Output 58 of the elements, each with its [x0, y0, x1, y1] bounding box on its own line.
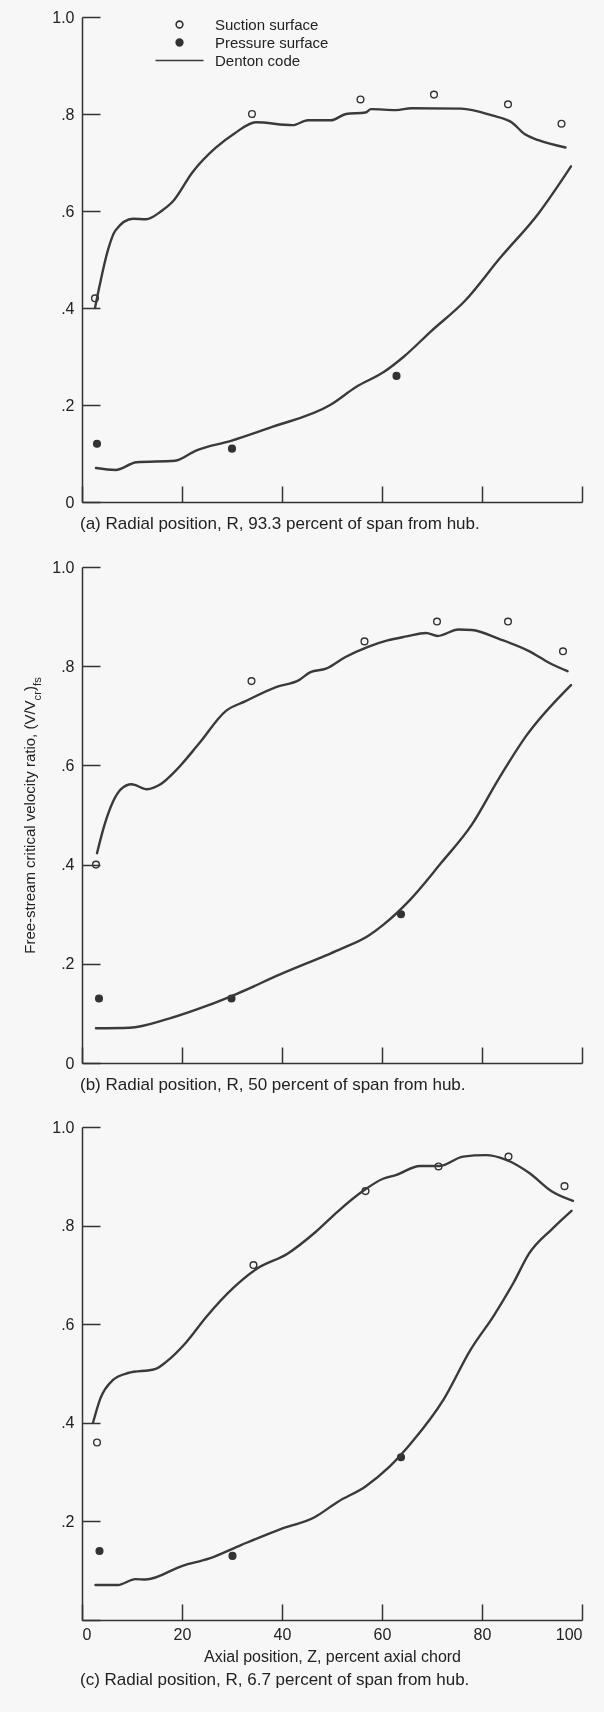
- y-tick-label: .4: [61, 856, 75, 874]
- x-tick-label: 80: [473, 1625, 492, 1643]
- point: [557, 119, 566, 128]
- point: [361, 1187, 370, 1196]
- y-tick-label: 0: [65, 493, 75, 511]
- y-tick-label: .8: [61, 1217, 75, 1235]
- point: [558, 647, 568, 656]
- y-tick-label: .6: [61, 756, 75, 774]
- x-tick-label: 100: [555, 1625, 583, 1643]
- point: [392, 371, 401, 380]
- point: [429, 90, 439, 99]
- point: [228, 1551, 237, 1560]
- point: [396, 910, 406, 919]
- x-tick-label: 40: [273, 1625, 292, 1643]
- point: [90, 294, 100, 303]
- y-tick-label: 0: [65, 1054, 75, 1072]
- point: [94, 994, 104, 1003]
- y-tick-label: .2: [61, 396, 75, 414]
- line-series: [94, 165, 573, 472]
- point: [92, 1438, 102, 1447]
- point: [504, 1152, 513, 1161]
- line-series: [95, 628, 569, 855]
- point: [95, 1546, 104, 1556]
- point: [360, 637, 369, 646]
- y-tick-label: .6: [61, 202, 75, 220]
- point: [247, 677, 256, 686]
- y-tick-label: .4: [61, 299, 75, 317]
- point: [432, 617, 442, 626]
- y-tick-label: 1.0: [52, 558, 75, 576]
- y-tick-label: 1.0: [52, 8, 75, 26]
- legend-label: Suction surface: [215, 15, 319, 33]
- point: [92, 439, 102, 448]
- point: [249, 1260, 258, 1270]
- line-series: [94, 1209, 573, 1587]
- point: [434, 1162, 443, 1171]
- y-tick-label: .2: [61, 955, 75, 973]
- y-tick-label: 1.0: [52, 1118, 75, 1136]
- point: [247, 109, 257, 119]
- text: (b) Radial position, R, 50 percent of span from hub.: [80, 1075, 466, 1094]
- y-tick-label: .6: [61, 1315, 75, 1333]
- x-axis-title: Axial position, Z, percent axial chord: [203, 1647, 462, 1665]
- legend-label: Denton code: [215, 51, 301, 69]
- x-tick-label: 0: [82, 1625, 92, 1643]
- y-tick-label: .8: [61, 105, 75, 123]
- point: [227, 444, 237, 453]
- point: [503, 617, 513, 626]
- text: (a) Radial position, R, 93.3 percent of span from hub.: [80, 514, 480, 533]
- text: (c) Radial position, R, 6.7 percent of span from hub.: [80, 1670, 470, 1689]
- legend-label: Pressure surface: [215, 33, 329, 51]
- point: [560, 1182, 569, 1191]
- y-tick-label: .8: [61, 657, 75, 675]
- x-tick-label: 60: [373, 1625, 392, 1643]
- point: [503, 100, 513, 109]
- x-tick-label: 20: [173, 1625, 192, 1643]
- point: [356, 95, 365, 104]
- y-tick-label: .4: [61, 1414, 75, 1432]
- line-series: [94, 683, 573, 1030]
- y-tick-label: .2: [61, 1512, 75, 1530]
